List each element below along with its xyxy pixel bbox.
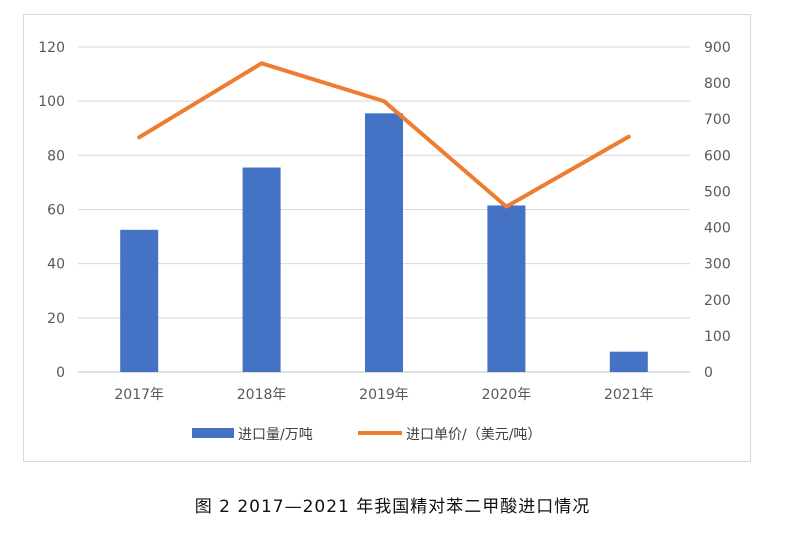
left-tick-label: 60 bbox=[47, 203, 65, 219]
left-axis-ticks: 0 20 40 60 80 100 120 bbox=[38, 40, 65, 381]
bar bbox=[120, 229, 159, 372]
left-tick-label: 40 bbox=[47, 257, 65, 273]
left-tick-label: 0 bbox=[56, 365, 65, 381]
x-tick-label: 2017年 bbox=[114, 387, 164, 403]
bar bbox=[365, 113, 403, 373]
x-tick-label: 2019年 bbox=[359, 387, 409, 403]
left-tick-label: 80 bbox=[47, 148, 65, 164]
right-tick-label: 900 bbox=[704, 40, 731, 56]
bar bbox=[609, 351, 648, 372]
left-tick-label: 100 bbox=[38, 94, 65, 110]
price-line bbox=[137, 61, 631, 209]
left-tick-label: 120 bbox=[38, 40, 65, 56]
left-tick-label: 20 bbox=[47, 311, 65, 327]
x-axis-labels: 2017年 2018年 2019年 2020年 2021年 bbox=[114, 387, 653, 403]
legend-bar-swatch bbox=[192, 428, 234, 438]
x-tick-label: 2018年 bbox=[237, 387, 287, 403]
right-tick-label: 200 bbox=[704, 293, 731, 309]
figure-caption: 图 2 2017—2021 年我国精对苯二甲酸进口情况 bbox=[194, 497, 591, 517]
x-tick-label: 2021年 bbox=[604, 387, 654, 403]
line-series bbox=[137, 61, 631, 209]
bar bbox=[242, 167, 281, 372]
right-tick-label: 300 bbox=[704, 257, 731, 273]
right-tick-label: 100 bbox=[704, 329, 731, 345]
right-axis-ticks: 0 100 200 300 400 500 600 700 800 900 bbox=[704, 40, 731, 381]
chart: 0 20 40 60 80 100 120 0 100 200 300 400 500 600 700 80… bbox=[38, 40, 731, 443]
right-tick-label: 700 bbox=[704, 112, 731, 128]
right-tick-label: 500 bbox=[704, 184, 731, 200]
legend-line-label: 进口单价/（美元/吨） bbox=[406, 427, 541, 443]
right-tick-label: 800 bbox=[704, 76, 731, 92]
bar-series bbox=[120, 113, 648, 373]
legend-bar-label: 进口量/万吨 bbox=[238, 427, 313, 443]
right-tick-label: 0 bbox=[704, 365, 713, 381]
legend: 进口量/万吨 进口单价/（美元/吨） bbox=[192, 427, 541, 443]
right-tick-label: 400 bbox=[704, 221, 731, 237]
x-tick-label: 2020年 bbox=[482, 387, 532, 403]
bar bbox=[487, 205, 526, 372]
right-tick-label: 600 bbox=[704, 148, 731, 164]
